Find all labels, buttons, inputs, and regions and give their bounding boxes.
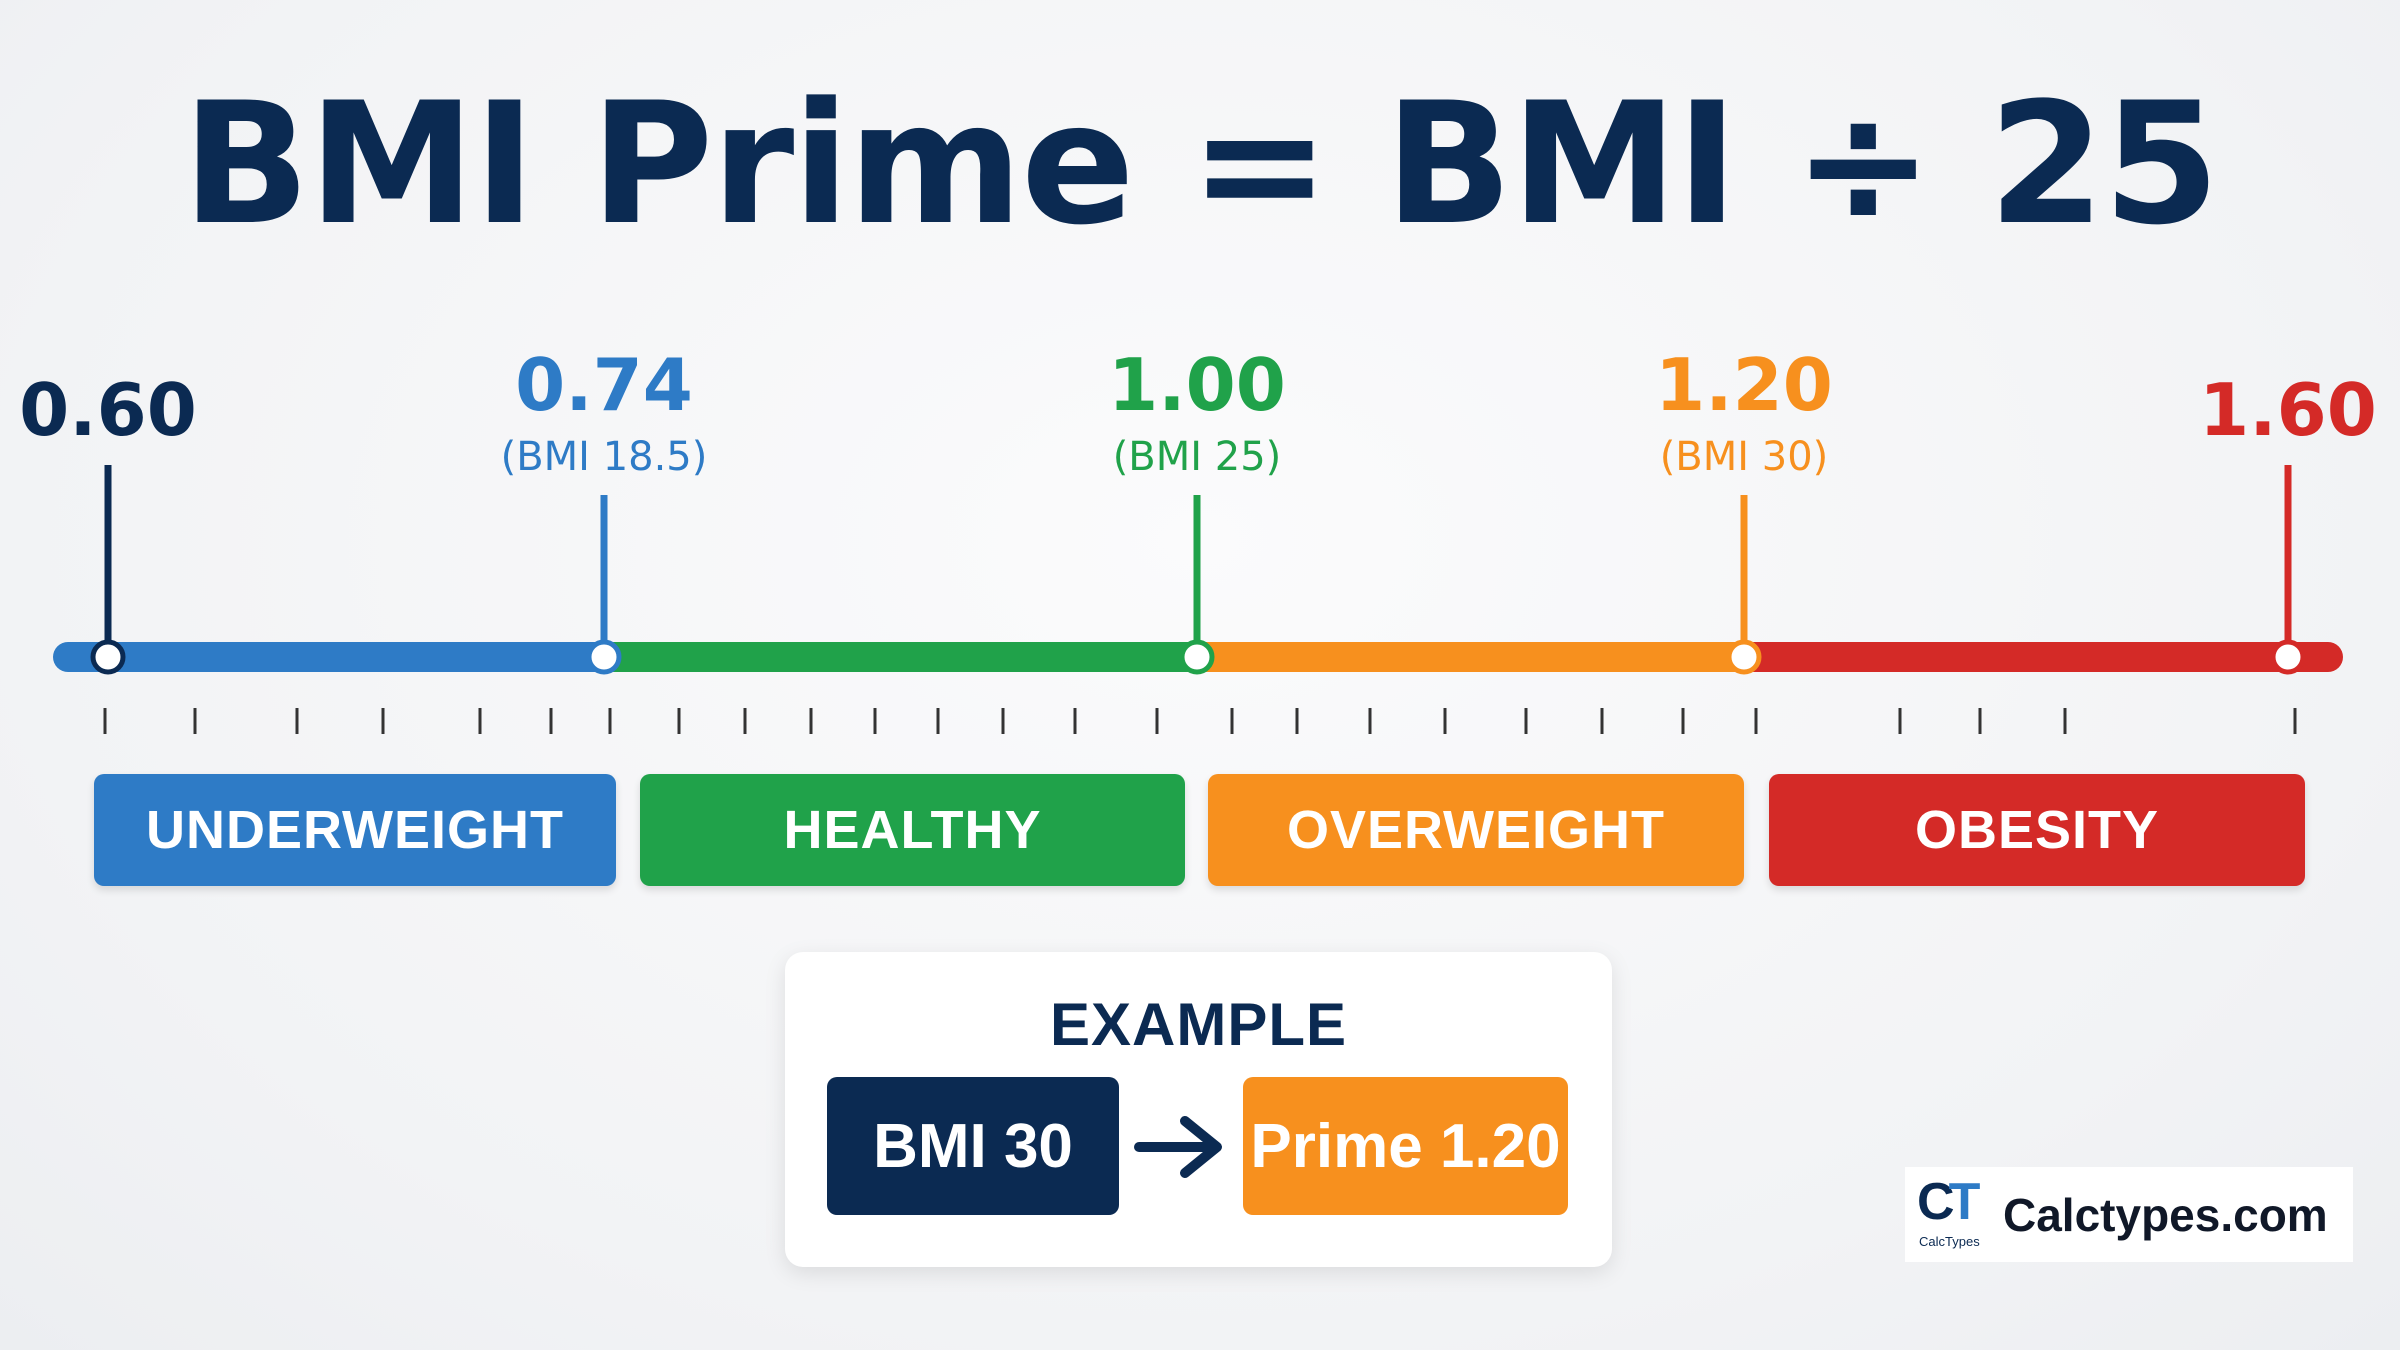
brand-name: Calctypes.com [2003,1188,2328,1241]
marker-dot [90,639,126,675]
marker-sub-label: (BMI 25) [1113,434,1282,480]
category-overweight: OVERWEIGHT [1208,774,1744,886]
marker-value-label: 1.20 [1655,343,1833,427]
marker-value-label: 0.60 [19,368,197,452]
example-bmi-box: BMI 30 [827,1077,1119,1215]
example-card: EXAMPLE BMI 30 Prime 1.20 [785,952,1612,1267]
marker-sub-label: (BMI 18.5) [501,434,708,480]
brand-logo-small: CalcTypes [1919,1233,1980,1249]
brand-watermark: CT CalcTypes Calctypes.com [1905,1167,2353,1262]
marker-value-label: 1.00 [1108,343,1286,427]
marker-value-label: 0.74 [515,343,693,427]
example-prime-box: Prime 1.20 [1243,1077,1568,1215]
category-healthy: HEALTHY [640,774,1185,886]
marker-dot [586,639,622,675]
marker-value-label: 1.60 [2199,368,2377,452]
arrow-right-icon [1134,1116,1222,1178]
marker-dot [2270,639,2306,675]
brand-logo: CT CalcTypes [1917,1170,1997,1260]
marker-sub-label: (BMI 30) [1660,434,1829,480]
marker-dot [1726,639,1762,675]
example-title: EXAMPLE [1049,991,1348,1058]
category-underweight: UNDERWEIGHT [94,774,616,886]
brand-logo-letters: CT [1917,1172,1980,1231]
category-obesity: OBESITY [1769,774,2305,886]
formula-title: BMI Prime = BMI ÷ 25 [182,66,2220,262]
bmi-prime-scale: 0.60 0.74 (BMI 18.5) 1.00 (BMI 25) 1.20 (BMI 3… [19,343,2377,734]
marker-dot [1179,639,1215,675]
